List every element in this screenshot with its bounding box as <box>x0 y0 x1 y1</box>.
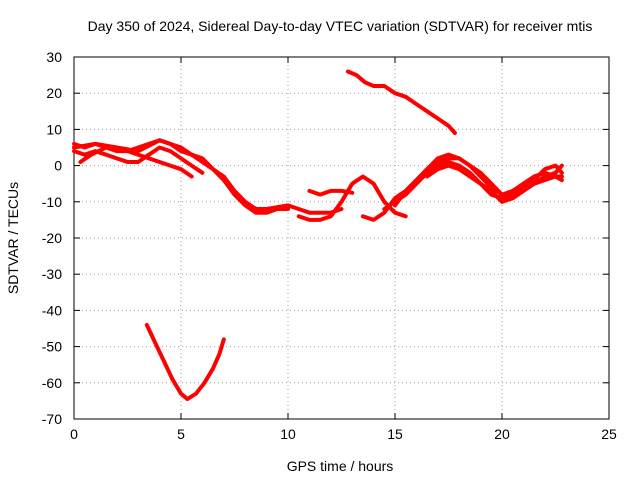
series-arc-12 <box>425 163 564 204</box>
x-tick-label: 20 <box>494 426 510 442</box>
y-tick-label: -40 <box>42 302 62 318</box>
chart-title: Day 350 of 2024, Sidereal Day-to-day VTE… <box>88 18 593 34</box>
y-tick-label: -30 <box>42 266 62 282</box>
y-tick-label: 10 <box>46 121 62 137</box>
x-tick-label: 5 <box>177 426 185 442</box>
y-tick-label: -10 <box>42 194 62 210</box>
series-arc-7 <box>307 188 355 197</box>
y-tick-label: 30 <box>46 49 62 65</box>
grid <box>74 57 609 419</box>
y-tick-label: -20 <box>42 230 62 246</box>
y-tick-label: -50 <box>42 339 62 355</box>
y-axis-label: SDTVAR / TECUs <box>5 182 21 294</box>
y-tick-label: 0 <box>54 158 62 174</box>
series-arc-4 <box>72 138 344 215</box>
series-arc-5 <box>144 322 226 402</box>
axis-ticks: 0 5 10 15 20 25 -70 -60 -50 -40 -30 -20 -10 0 10 20 30 <box>42 49 617 442</box>
x-tick-label: 15 <box>387 426 403 442</box>
y-tick-label: 20 <box>46 85 62 101</box>
data-series <box>72 69 564 402</box>
x-tick-label: 25 <box>601 426 617 442</box>
x-axis-label: GPS time / hours <box>287 458 394 474</box>
y-tick-label: -60 <box>42 375 62 391</box>
series-arc-8 <box>345 69 457 135</box>
series-arc-3 <box>78 145 194 179</box>
x-tick-label: 10 <box>280 426 296 442</box>
x-tick-label: 0 <box>70 426 78 442</box>
y-tick-label: -70 <box>42 411 62 427</box>
